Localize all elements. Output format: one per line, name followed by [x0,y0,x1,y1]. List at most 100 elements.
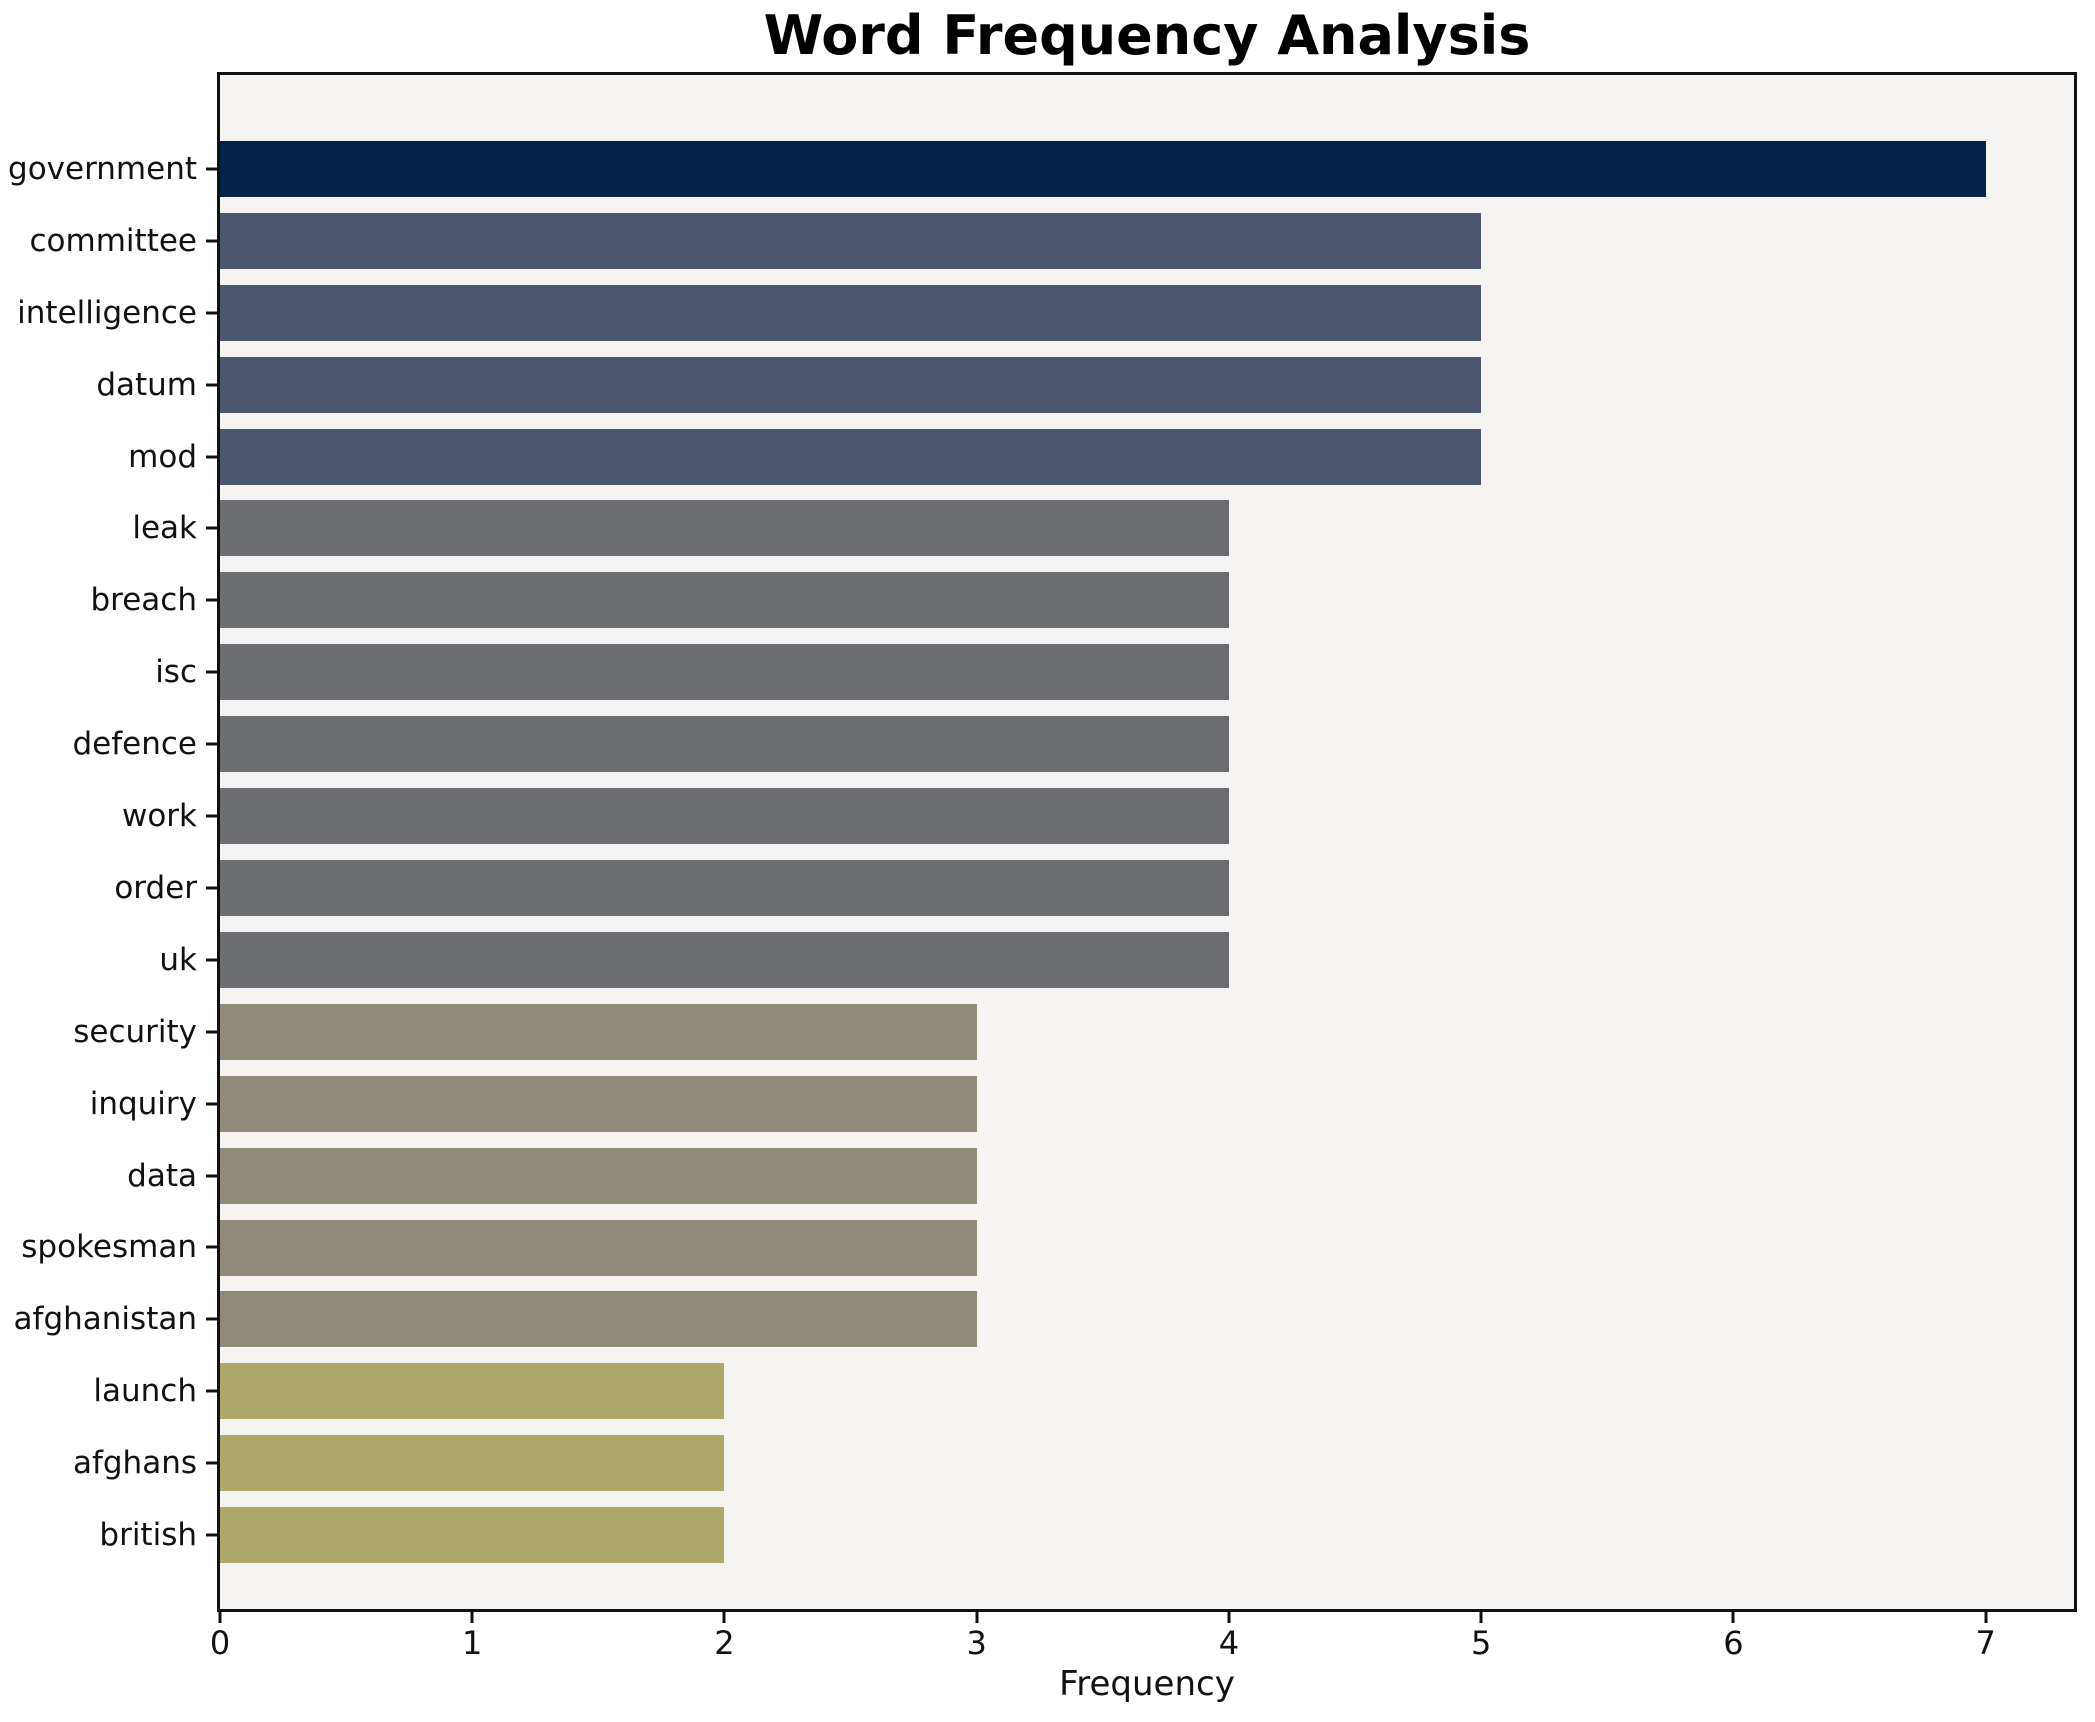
plot-area [217,72,2077,1612]
bars-container [220,75,2074,1609]
y-axis-label-afghanistan: afghanistan [13,1301,197,1338]
y-axis-label-isc: isc [155,654,197,691]
x-tick-label-7: 7 [1975,1624,1996,1662]
bar-row [220,1212,2074,1284]
x-tick-label-5: 5 [1471,1624,1492,1662]
bar-leak [220,500,1229,557]
y-tick [206,239,217,243]
bar-row [220,1499,2074,1571]
y-axis-label-defence: defence [72,726,198,763]
y-tick [206,742,217,746]
y-tick [206,598,217,602]
bar-mod [220,428,1482,485]
y-tick [206,455,217,459]
y-axis-label-spokesman: spokesman [21,1229,197,1266]
y-tick [206,1245,217,1249]
bar-row [220,924,2074,996]
y-tick [206,670,217,674]
bar-isc [220,644,1229,701]
bar-intelligence [220,284,1482,341]
y-axis-label-data: data [127,1157,197,1194]
x-tick [470,1612,474,1623]
bar-row [220,277,2074,349]
x-tick [1479,1612,1483,1623]
x-tick [1227,1612,1231,1623]
bar-breach [220,572,1229,629]
y-axis-label-security: security [73,1013,197,1050]
bar-launch [220,1363,725,1420]
y-axis-label-datum: datum [96,366,197,403]
bar-row [220,708,2074,780]
y-axis-label-leak: leak [132,510,197,547]
bar-afghanistan [220,1291,977,1348]
bar-row [220,1068,2074,1140]
bar-order [220,860,1229,917]
y-axis-label-inquiry: inquiry [89,1085,197,1122]
y-tick [206,311,217,315]
y-tick [206,886,217,890]
x-tick-label-2: 2 [714,1624,735,1662]
chart-title: Word Frequency Analysis [763,4,1531,67]
y-tick [206,1317,217,1321]
bar-government [220,140,1986,197]
x-tick [218,1612,222,1623]
y-axis-label-british: british [99,1517,197,1554]
bar-row [220,493,2074,565]
y-axis-label-breach: breach [90,582,197,619]
bar-row [220,349,2074,421]
bar-row [220,1140,2074,1212]
y-axis-label-government: government [8,150,197,187]
bar-data [220,1147,977,1204]
x-tick-label-0: 0 [209,1624,231,1662]
y-axis-label-afghans: afghans [72,1445,197,1482]
y-tick [206,1533,217,1537]
x-tick [1984,1612,1988,1623]
bar-afghans [220,1435,725,1492]
bar-row [220,421,2074,493]
bar-inquiry [220,1075,977,1132]
y-tick [206,814,217,818]
y-axis-label-work: work [121,798,197,835]
x-axis-label: Frequency [1059,1664,1235,1704]
bar-committee [220,212,1482,269]
bar-row [220,1284,2074,1356]
bar-row [220,852,2074,924]
y-tick [206,383,217,387]
bar-work [220,788,1229,845]
x-tick-label-3: 3 [966,1624,987,1662]
bar-datum [220,356,1482,413]
y-tick [206,1102,217,1106]
bar-row [220,205,2074,277]
bar-row [220,1427,2074,1499]
y-tick [206,1174,217,1178]
y-tick [206,1389,217,1393]
bar-row [220,780,2074,852]
y-tick [206,1461,217,1465]
bar-row [220,636,2074,708]
x-tick [1731,1612,1735,1623]
y-axis-label-order: order [114,869,197,906]
x-tick [975,1612,979,1623]
bar-row [220,996,2074,1068]
y-tick [206,1030,217,1034]
y-axis-label-intelligence: intelligence [17,294,197,331]
bar-security [220,1003,977,1060]
bar-uk [220,931,1229,988]
bar-spokesman [220,1219,977,1276]
y-axis-label-committee: committee [29,222,197,259]
x-tick-label-6: 6 [1723,1624,1744,1662]
bar-british [220,1507,725,1564]
bar-row [220,564,2074,636]
y-tick [206,526,217,530]
bar-defence [220,716,1229,773]
x-tick [722,1612,726,1623]
y-tick [206,958,217,962]
y-axis-label-mod: mod [128,438,197,475]
y-tick [206,167,217,171]
x-tick-label-4: 4 [1218,1624,1240,1662]
bar-row [220,1355,2074,1427]
y-axis-label-launch: launch [93,1373,197,1410]
y-axis-label-uk: uk [159,941,197,978]
x-tick-label-1: 1 [462,1624,483,1662]
